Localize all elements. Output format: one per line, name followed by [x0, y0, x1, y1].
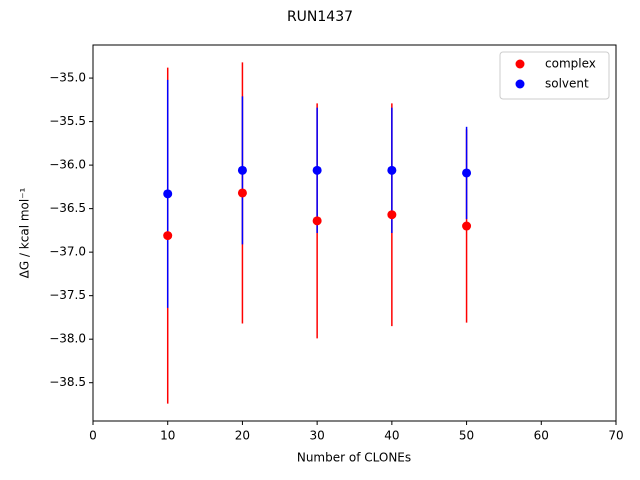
point [237, 165, 247, 175]
x-tick-label: 10 [160, 429, 175, 443]
legend-box [499, 51, 610, 100]
x-tick-label: 30 [310, 429, 325, 443]
y-tick-label: −38.5 [49, 375, 86, 389]
point [237, 188, 247, 198]
legend-marker [515, 79, 525, 89]
y-tick-label: −37.0 [49, 245, 86, 259]
y-tick-label: −38.0 [49, 332, 86, 346]
point [462, 168, 472, 178]
y-tick-label: −35.5 [49, 114, 86, 128]
point [462, 221, 472, 231]
legend-label: solvent [545, 77, 589, 91]
x-tick-label: 20 [235, 429, 250, 443]
legend-label: complex [545, 57, 596, 71]
y-tick-label: −36.0 [49, 158, 86, 172]
x-tick-label: 0 [89, 429, 97, 443]
point [163, 231, 173, 241]
plot-frame [92, 44, 617, 422]
x-axis-label: Number of CLONEs [297, 451, 411, 465]
point [312, 216, 322, 226]
y-tick-label: −35.0 [49, 71, 86, 85]
x-tick-label: 40 [384, 429, 399, 443]
point [163, 189, 173, 199]
point [387, 210, 397, 220]
y-axis-label: ΔG / kcal mol⁻¹ [18, 187, 32, 278]
chart-title: RUN1437 [287, 9, 353, 25]
x-tick-label: 50 [459, 429, 474, 443]
y-tick-label: −37.5 [49, 288, 86, 302]
point [387, 165, 397, 175]
x-tick-label: 60 [534, 429, 549, 443]
point [312, 165, 322, 175]
x-tick-label: 70 [608, 429, 623, 443]
y-tick-label: −36.5 [49, 201, 86, 215]
legend-marker [515, 59, 525, 69]
